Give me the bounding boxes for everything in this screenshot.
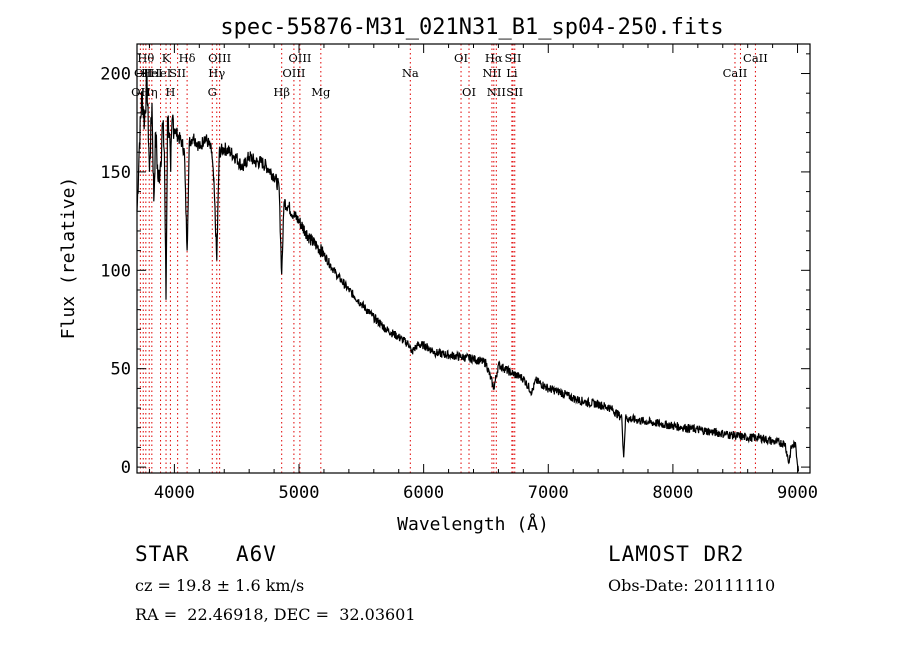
line-label-9: Hδ xyxy=(179,51,196,65)
x-tick-label: 7000 xyxy=(528,483,569,503)
survey-name: LAMOST DR2 xyxy=(608,542,745,566)
line-label-1: OII xyxy=(134,66,153,80)
line-label-21: Hα xyxy=(485,51,503,65)
line-label-0: OII xyxy=(131,85,150,99)
object-class: STAR xyxy=(135,542,190,566)
spectrum-chart: spec-55876-M31_021N31_B1_sp04-250.fits O… xyxy=(58,15,818,535)
line-label-3: Hη xyxy=(141,85,158,99)
redshift-readout: cz = 19.8 ± 1.6 km/s xyxy=(135,576,305,595)
y-tick-label: 200 xyxy=(100,65,131,85)
line-label-5: HeI xyxy=(150,66,171,80)
line-label-6: K xyxy=(162,51,171,65)
line-label-26: CaII xyxy=(723,66,748,80)
line-label-25: SII xyxy=(506,85,523,99)
line-label-14: OIII xyxy=(282,66,305,80)
axis-ticks: 4000 5000 6000 7000 8000 9000 0 50 100 150 200 xyxy=(100,44,818,503)
spectral-subclass: A6V xyxy=(236,542,277,566)
line-label-22: NII xyxy=(487,85,506,99)
line-label-2: Hθ xyxy=(137,51,154,65)
line-label-24: SII xyxy=(505,51,522,65)
y-tick-label: 100 xyxy=(100,261,131,281)
emission-line-labels: OIIOIIHθHηHeIHeIKHSIIHδGHγOIIIHβOIIIOIII… xyxy=(131,51,768,99)
y-tick-label: 0 xyxy=(121,458,131,478)
line-label-7: H xyxy=(165,85,175,99)
observation-date: Obs-Date: 20111110 xyxy=(608,576,776,595)
y-axis-label: Flux (relative) xyxy=(58,177,79,340)
line-label-16: Mg xyxy=(311,85,331,99)
line-label-15: OIII xyxy=(288,51,311,65)
spectrum-line xyxy=(136,69,799,472)
line-label-17: Na xyxy=(402,66,419,80)
line-label-13: Hβ xyxy=(273,85,290,99)
line-label-11: Hγ xyxy=(208,66,225,80)
x-tick-label: 8000 xyxy=(652,483,693,503)
x-tick-label: 4000 xyxy=(154,483,195,503)
coordinates-readout: RA = 22.46918, DEC = 32.03601 xyxy=(135,605,416,624)
x-tick-label: 9000 xyxy=(777,483,818,503)
line-label-18: OI xyxy=(454,51,468,65)
line-label-19: OI xyxy=(462,85,476,99)
y-tick-label: 50 xyxy=(111,360,131,380)
x-tick-label: 6000 xyxy=(403,483,444,503)
line-label-12: OIII xyxy=(208,51,231,65)
line-label-28: CaII xyxy=(743,51,768,65)
line-label-20: NII xyxy=(482,66,501,80)
emission-line-markers xyxy=(139,44,756,473)
line-label-10: G xyxy=(208,85,217,99)
plot-frame xyxy=(136,43,811,474)
line-label-8: SII xyxy=(169,66,186,80)
line-label-23: Li xyxy=(506,66,518,80)
x-axis-label: Wavelength (Å) xyxy=(397,513,549,535)
y-tick-label: 150 xyxy=(100,163,131,183)
x-tick-label: 5000 xyxy=(279,483,320,503)
chart-title: spec-55876-M31_021N31_B1_sp04-250.fits xyxy=(220,15,723,40)
